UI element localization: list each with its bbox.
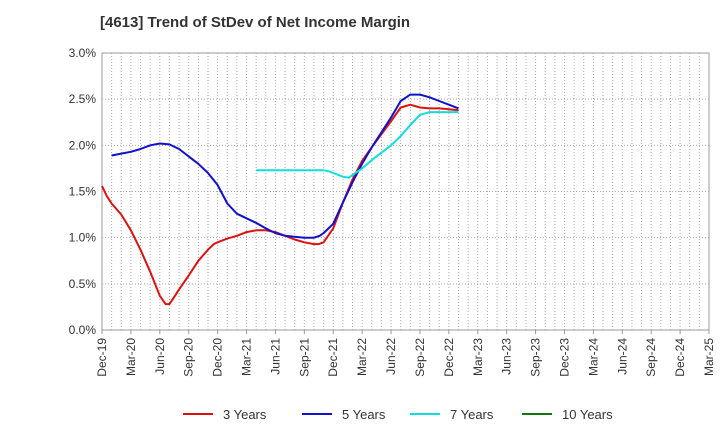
x-tick-label: Mar-23 xyxy=(471,338,485,376)
legend: 3 Years 5 Years 7 Years 10 Years xyxy=(183,407,613,422)
x-tick-label: Jun-22 xyxy=(384,338,398,375)
y-tick-label: 0.0% xyxy=(69,323,97,337)
chart-title: [4613] Trend of StDev of Net Income Marg… xyxy=(100,14,411,31)
legend-label: 5 Years xyxy=(342,407,386,422)
legend-label: 10 Years xyxy=(562,407,613,422)
x-tick-label: Dec-24 xyxy=(673,338,687,377)
x-tick-label: Mar-24 xyxy=(586,338,600,376)
x-tick-label: Jun-23 xyxy=(500,338,514,375)
x-tick-label: Dec-22 xyxy=(442,338,456,377)
legend-label: 7 Years xyxy=(450,407,494,422)
axes: 0.0% 0.5% 1.0% 1.5% 2.0% 2.5% 3.0% Dec-19 Mar-20… xyxy=(69,46,716,377)
x-tick-label: Dec-21 xyxy=(326,338,340,377)
y-tick-label: 1.5% xyxy=(69,185,97,199)
x-tick-label: Sep-23 xyxy=(529,338,543,377)
y-tick-label: 3.0% xyxy=(69,46,97,60)
x-tick-label: Dec-23 xyxy=(557,338,571,377)
y-tick-label: 2.0% xyxy=(69,138,97,152)
y-tick-label: 1.0% xyxy=(69,231,97,245)
series-line-3-years xyxy=(101,103,459,306)
series-line-5-years xyxy=(111,93,459,239)
legend-label: 3 Years xyxy=(223,407,267,422)
x-tick-label: Mar-25 xyxy=(702,338,716,376)
series-line-7-years xyxy=(256,111,459,179)
y-tick-label: 2.5% xyxy=(69,92,97,106)
x-tick-label: Sep-21 xyxy=(297,338,311,377)
x-tick-label: Sep-24 xyxy=(644,338,658,377)
x-tick-label: Dec-19 xyxy=(95,338,109,377)
x-tick-label: Dec-20 xyxy=(211,338,225,377)
x-tick-label: Jun-20 xyxy=(153,338,167,375)
x-tick-label: Mar-21 xyxy=(240,338,254,376)
x-tick-label: Mar-22 xyxy=(355,338,369,376)
x-tick-label: Jun-24 xyxy=(615,338,629,375)
y-tick-label: 0.5% xyxy=(69,277,97,291)
grid xyxy=(101,52,710,331)
x-tick-label: Mar-20 xyxy=(124,338,138,376)
x-tick-label: Sep-20 xyxy=(182,338,196,377)
series-lines xyxy=(101,93,459,306)
x-tick-label: Jun-21 xyxy=(268,338,282,375)
x-tick-label: Sep-22 xyxy=(413,338,427,377)
